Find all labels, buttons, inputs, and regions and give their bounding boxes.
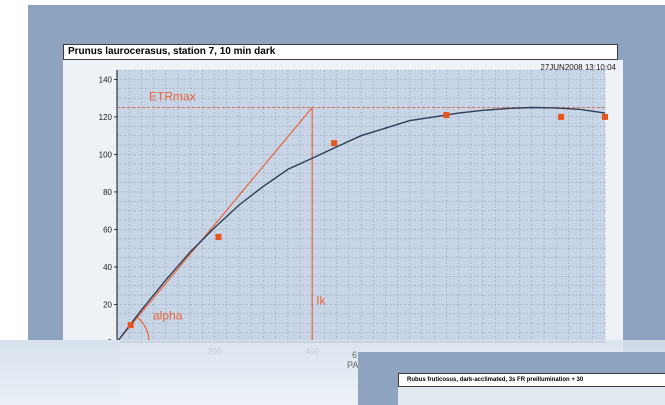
x-axis-label-partial: PAR — [347, 360, 365, 370]
data-point — [127, 322, 134, 329]
alpha-slope-line — [116, 107, 313, 343]
grid — [116, 69, 606, 343]
y-tick-label: 20 — [103, 300, 112, 309]
ik-label: Ik — [316, 293, 326, 307]
y-tick-label: 140 — [99, 75, 113, 84]
y-tick-label: 80 — [103, 188, 112, 197]
y-tick-label: 120 — [99, 113, 113, 122]
data-point — [331, 140, 338, 147]
data-point — [602, 113, 608, 120]
data-point — [558, 113, 565, 120]
plot-background — [117, 70, 605, 342]
y-tick-label: 100 — [99, 150, 113, 159]
second-window-title: Rubus fruticosus, dark-acclimated, 3s FR… — [398, 373, 665, 387]
y-tick-label: 40 — [103, 263, 112, 272]
x-tick-600-partial: 6 — [352, 350, 358, 360]
alpha-label: alpha — [153, 308, 183, 322]
second-window-body — [398, 387, 665, 405]
fit-curve — [116, 106, 606, 343]
timestamp: 27JUN2008 13:10:04 — [540, 63, 616, 72]
data-point — [443, 112, 450, 119]
etrmax-label: ETRmax — [149, 90, 196, 104]
window-title: Prunus laurocerasus, station 7, 10 min d… — [63, 44, 618, 60]
y-tick-label: 60 — [103, 225, 112, 234]
data-point — [215, 233, 222, 240]
data-points — [127, 112, 608, 329]
